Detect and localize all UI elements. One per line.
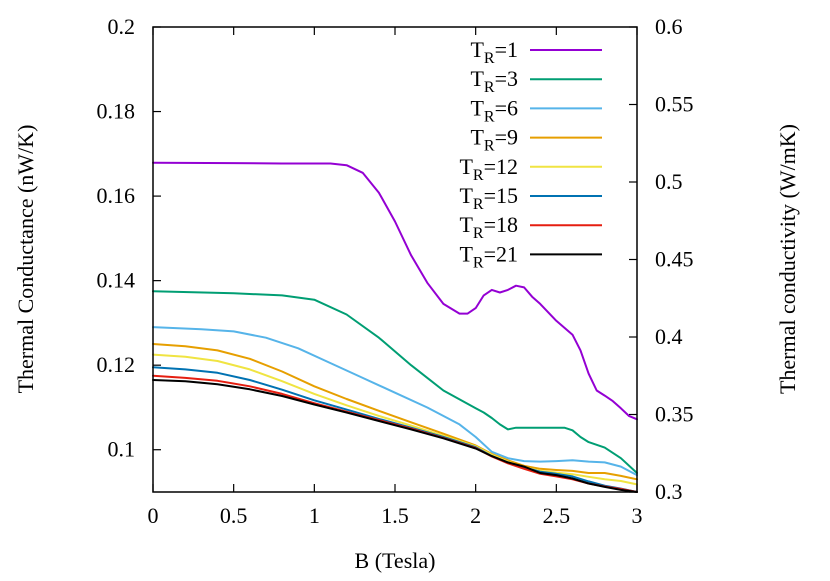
plot-frame	[152, 26, 638, 493]
y2-tick-label: 0.55	[655, 92, 694, 117]
series-line-tr-3	[152, 290, 638, 474]
y2-tick-label: 0.5	[655, 169, 683, 194]
x-tick-label: 2	[470, 503, 481, 528]
y-tick-labels: 0.1 0.12 0.14 0.16 0.18 0.2	[97, 14, 136, 462]
y2-tick-label: 0.3	[655, 479, 683, 504]
legend-label: TR=9	[470, 125, 518, 155]
y-tick-label: 0.14	[97, 268, 136, 293]
x-tick-label: 1.5	[381, 503, 409, 528]
y2-tick-labels: 0.3 0.35 0.4 0.45 0.5 0.55 0.6	[655, 14, 694, 504]
x-axis-title: B (Tesla)	[355, 548, 436, 573]
y-axis-title: Thermal Conductance (nW/K)	[13, 125, 38, 394]
series-line-tr-6	[152, 326, 638, 477]
x-tick-label: 3	[632, 503, 643, 528]
series-line-tr-1	[152, 161, 638, 421]
y2-tick-label: 0.4	[655, 324, 683, 349]
series-line-tr-21	[152, 379, 638, 493]
tick-marks	[152, 26, 638, 493]
legend-label: TR=12	[459, 154, 518, 184]
x-tick-label: 0.5	[220, 503, 248, 528]
legend-label: TR=18	[459, 212, 518, 242]
x-tick-label: 1	[309, 503, 320, 528]
x-tick-label: 0	[148, 503, 159, 528]
x-tick-labels: 0 0.5 1 1.5 2 2.5 3	[148, 503, 643, 528]
legend-label: TR=3	[470, 66, 518, 96]
y-tick-label: 0.12	[97, 352, 136, 377]
y-tick-label: 0.1	[108, 437, 136, 462]
legend-label: TR=1	[470, 37, 518, 67]
y2-axis-title: Thermal conductivity (W/mK)	[775, 124, 800, 394]
x-tick-label: 2.5	[543, 503, 571, 528]
legend-label: TR=15	[459, 183, 518, 213]
y-tick-label: 0.16	[97, 183, 136, 208]
legend-label: TR=21	[459, 241, 518, 271]
y2-tick-label: 0.35	[655, 402, 694, 427]
series-line-tr-9	[152, 343, 638, 481]
series-lines	[152, 161, 638, 493]
y-tick-label: 0.18	[97, 99, 136, 124]
legend-label: TR=6	[470, 95, 518, 125]
y-tick-label: 0.2	[108, 14, 136, 39]
y2-tick-label: 0.45	[655, 247, 694, 272]
y2-tick-label: 0.6	[655, 14, 683, 39]
